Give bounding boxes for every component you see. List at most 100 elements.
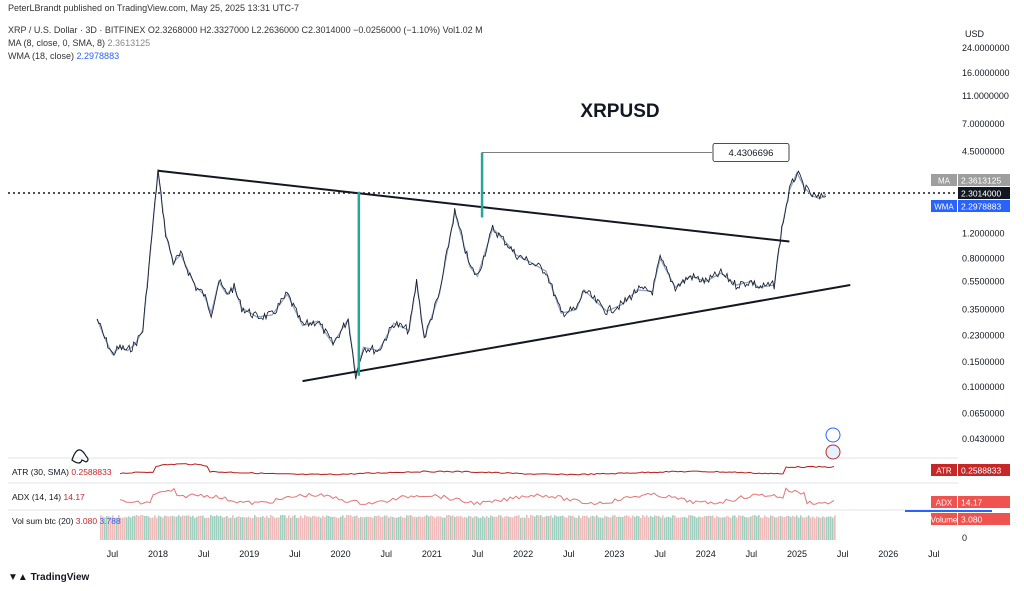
volume-bar	[220, 515, 222, 540]
volume-bar	[166, 516, 168, 540]
volume-bar	[580, 517, 582, 540]
volume-bar	[652, 517, 654, 540]
volume-bar	[478, 517, 480, 540]
volume-bar	[736, 517, 738, 540]
volume-bar	[636, 515, 638, 540]
volume-bar	[754, 515, 756, 540]
volume-bar	[256, 516, 258, 540]
volume-bar	[120, 517, 122, 540]
adx-scale-value-bg	[958, 496, 1010, 508]
volume-bar	[616, 516, 618, 540]
volume-bar	[198, 515, 200, 540]
volume-bar	[408, 515, 410, 540]
adx-legend[interactable]: ADX (14, 14) 14.17	[12, 492, 85, 502]
volume-bar	[214, 516, 216, 540]
volume-bar	[402, 517, 404, 540]
symbol-name[interactable]: XRP / U.S. Dollar · 3D · BITFINEX	[8, 25, 146, 35]
volume-bar	[438, 516, 440, 540]
volume-bar	[532, 515, 534, 540]
volume-bar	[192, 515, 194, 540]
volume-bar	[820, 517, 822, 540]
volume-bar	[384, 515, 386, 540]
volume-bar	[718, 517, 720, 540]
volume-bar	[708, 515, 710, 540]
volume-bar	[254, 515, 256, 540]
atr-scale-tag-bg	[931, 464, 957, 476]
x-tick-label: Jul	[107, 549, 119, 559]
volume-bar	[150, 517, 152, 540]
volume-bar	[108, 516, 110, 540]
volume-bar	[832, 517, 834, 540]
wma-legend[interactable]: WMA (18, close) 2.2978883	[8, 51, 119, 61]
volume-bar	[286, 517, 288, 540]
volume-bar	[608, 517, 610, 540]
volume-bar	[300, 515, 302, 540]
atr-legend[interactable]: ATR (30, SMA) 0.2588833	[12, 467, 112, 477]
volume-bar	[280, 515, 282, 540]
adx-scale-tag: ADX	[936, 499, 953, 508]
y-tick-label: 0.0430000	[962, 434, 1005, 444]
volume-bar	[690, 515, 692, 540]
volume-bar	[458, 516, 460, 540]
volume-bar	[310, 517, 312, 540]
vol-legend[interactable]: Vol sum btc (20) 3.080 3.788	[12, 516, 121, 526]
volume-bar	[102, 516, 104, 540]
volume-bar	[668, 516, 670, 540]
x-tick-label: Jul	[563, 549, 575, 559]
volume-bar	[806, 516, 808, 540]
volume-bar	[518, 515, 520, 540]
volume-bar	[560, 516, 562, 540]
volume-bar	[684, 516, 686, 540]
volume-scale-value-bg	[958, 513, 1010, 525]
ma-scale-value-bg	[958, 174, 1010, 186]
volume-bar	[492, 516, 494, 540]
volume-bar	[264, 517, 266, 540]
volume-bar	[474, 516, 476, 540]
volume-bar	[168, 516, 170, 540]
volume-bar	[250, 517, 252, 540]
volume-bar	[618, 516, 620, 540]
volume-bar	[818, 517, 820, 540]
volume-bar	[174, 516, 176, 540]
volume-bar	[252, 517, 254, 540]
volume-bar	[410, 515, 412, 540]
volume-bar	[732, 515, 734, 540]
volume-bar	[266, 515, 268, 540]
volume-bar	[296, 517, 298, 540]
volume-bar	[480, 517, 482, 540]
wma-value: 2.2978883	[76, 51, 120, 61]
volume-bar	[426, 515, 428, 540]
volume-bar	[434, 517, 436, 540]
upper-trendline	[157, 169, 790, 243]
volume-bar	[312, 515, 314, 540]
volume-bar	[386, 515, 388, 540]
volume-bar	[334, 516, 336, 540]
volume-bar	[412, 516, 414, 540]
volume-bar	[136, 515, 138, 540]
tradingview-logo-icon: ▼▲	[8, 572, 31, 583]
wma-line	[96, 170, 827, 376]
y-tick-label: 0.8000000	[962, 253, 1005, 263]
volume-bar	[354, 516, 356, 540]
volume-bar	[262, 516, 264, 540]
volume-bar	[670, 517, 672, 540]
volume-bar	[360, 516, 362, 540]
tradingview-brand[interactable]: ▼▲ TradingView	[8, 572, 89, 583]
volume-bar	[752, 515, 754, 540]
volume-bar	[350, 515, 352, 540]
y-tick-label: 0.3500000	[962, 305, 1005, 315]
volume-bar	[676, 517, 678, 540]
volume-bar	[178, 515, 180, 540]
flash-icon	[825, 427, 841, 443]
volume-bar	[588, 517, 590, 540]
volume-bar	[594, 516, 596, 540]
volume-bar	[342, 515, 344, 540]
volume-bar	[644, 516, 646, 540]
volume-bar	[142, 515, 144, 540]
volume-bar	[514, 516, 516, 540]
ma-legend[interactable]: MA (8, close, 0, SMA, 8) 2.3613125	[8, 38, 150, 48]
volume-bar	[422, 516, 424, 540]
brand-label: TradingView	[30, 572, 90, 583]
volume-bar	[238, 516, 240, 540]
